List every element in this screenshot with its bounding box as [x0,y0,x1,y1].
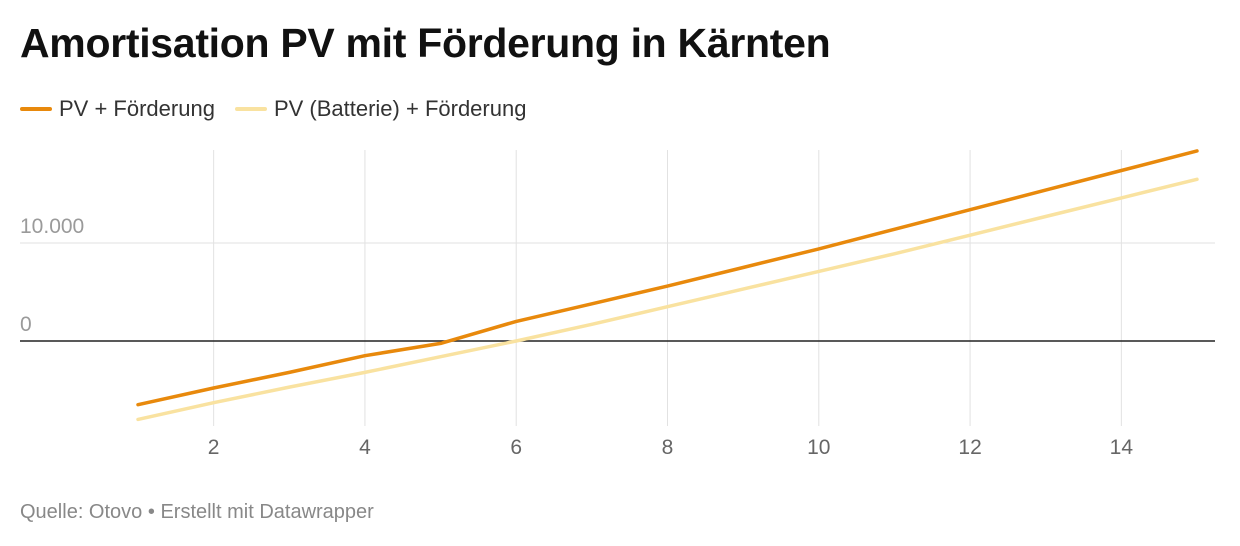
x-tick-label: 4 [359,436,371,459]
chart-footer: Quelle: Otovo • Erstellt mit Datawrapper [20,501,374,524]
x-tick-label: 14 [1110,436,1134,459]
legend-label-pv-batterie-foerderung: PV (Batterie) + Förderung [273,96,527,121]
credit-note: Erstellt mit Datawrapper [160,501,374,523]
chart-title: Amortisation PV mit Förderung in Kärnten [20,20,831,66]
y-tick-label: 0 [20,313,32,336]
legend-swatch-pv-foerderung [20,107,52,111]
series-line-pv-foerderung [136,149,1199,407]
series-line-pv-batterie-foerderung [136,177,1199,422]
x-tick-label: 8 [662,436,674,459]
x-tick-label: 10 [807,436,830,459]
x-tick-label: 6 [510,436,522,459]
x-tick-label: 12 [958,436,981,459]
footer-separator: • [147,501,155,523]
chart-legend: PV + Förderung PV (Batterie) + Förderung [20,96,546,122]
source-note: Quelle: Otovo [20,501,143,523]
x-tick-label: 2 [208,436,220,459]
legend-item-pv-batterie-foerderung: PV (Batterie) + Förderung [234,96,527,122]
legend-swatch-pv-batterie-foerderung [234,107,267,111]
line-chart: 2 4 6 8 10 12 14 0 10.000 [20,149,1215,459]
y-tick-label: 10.000 [20,215,84,238]
legend-item-pv-foerderung: PV + Förderung [20,96,215,122]
legend-label-pv-foerderung: PV + Förderung [59,96,215,121]
